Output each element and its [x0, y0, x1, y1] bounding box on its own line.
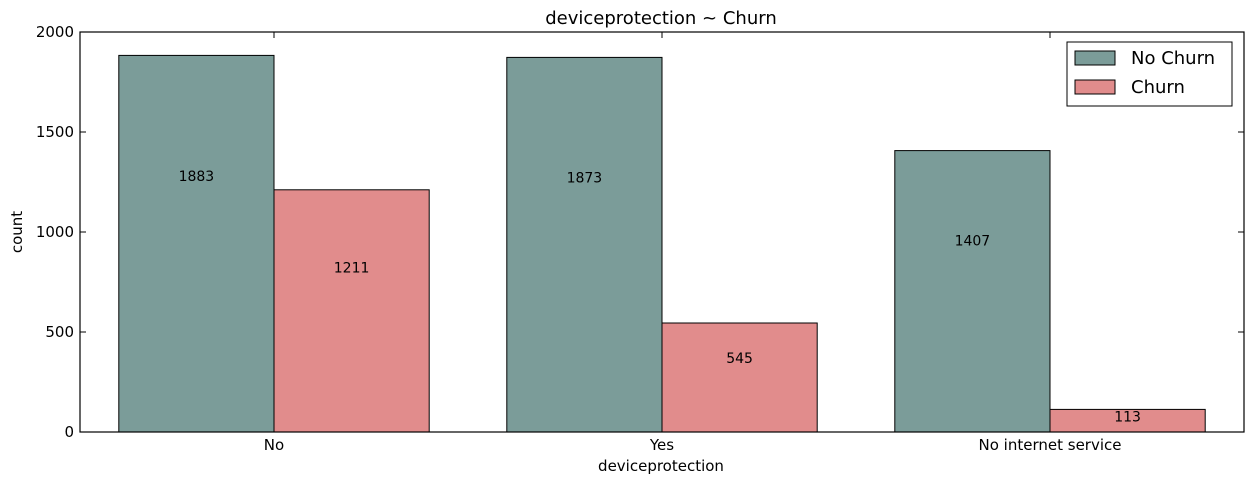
bar-value-label: 113 [1114, 410, 1141, 426]
y-tick-label: 1000 [36, 223, 74, 241]
value-labels-layer: 1883 1211 1873 545 1407 113 [179, 169, 1141, 426]
legend-swatch [1074, 79, 1116, 95]
y-tick-label: 500 [45, 323, 74, 341]
y-tick-label: 1500 [36, 123, 74, 141]
legend-swatch [1074, 50, 1116, 66]
x-axis-label: deviceprotection [598, 457, 724, 475]
bar-value-label: 545 [726, 351, 753, 367]
bar-churn-yes [661, 322, 818, 433]
bar-no-churn-no [118, 54, 275, 433]
chart-title: deviceprotection ~ Churn [545, 8, 776, 29]
bar-value-label: 1883 [179, 169, 215, 185]
x-tick-label: Yes [649, 436, 674, 454]
y-tick-label: 2000 [36, 23, 74, 41]
legend-label: Churn [1131, 77, 1185, 98]
legend: No Churn Churn [1066, 41, 1233, 107]
y-axis-label: count [8, 211, 26, 253]
y-tick-label: 0 [64, 423, 74, 441]
bar-value-label: 1407 [955, 234, 991, 250]
bar-no-churn-yes [506, 56, 663, 433]
x-axis-ticks: No Yes No internet service [264, 32, 1122, 454]
x-tick-label: No [264, 436, 284, 454]
bar-churn-no [273, 189, 430, 433]
x-tick-label: No internet service [979, 436, 1122, 454]
bar-no-churn-no-internet-service [894, 150, 1051, 433]
bar-value-label: 1211 [334, 260, 370, 276]
bar-value-label: 1873 [567, 170, 603, 186]
bars-layer [118, 54, 1206, 433]
y-axis-ticks: 0 500 1000 1500 2000 [36, 23, 1244, 441]
legend-label: No Churn [1131, 48, 1215, 69]
